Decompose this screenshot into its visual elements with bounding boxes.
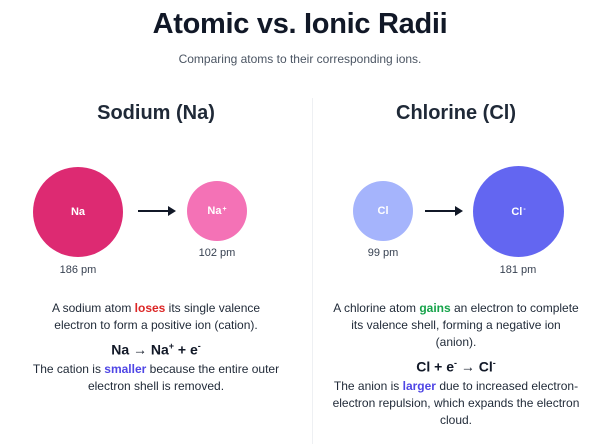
- chlorine-eq-sup-b: -: [492, 358, 496, 368]
- chlorine-desc-line1: A chlorine atom gains an electron to com…: [332, 300, 580, 351]
- sodium-eq-part-b: + e: [174, 341, 198, 358]
- sodium-description: A sodium atom loses its single valence e…: [0, 300, 312, 395]
- sodium-eq-sup-a: +: [168, 341, 175, 351]
- sodium-desc-line1: A sodium atom loses its single valence e…: [30, 300, 282, 334]
- chlorine-atom-circle: Cl: [353, 181, 413, 241]
- sodium-smaller-keyword: smaller: [104, 361, 147, 376]
- page-subtitle: Comparing atoms to their corresponding i…: [178, 52, 422, 66]
- sodium-ion-symbol: Na: [207, 205, 222, 217]
- sodium-ion-radius: 102 pm: [198, 247, 236, 259]
- sodium-loses-keyword: loses: [134, 301, 166, 315]
- sodium-equation: Na → Na+ + e-: [30, 336, 282, 360]
- sodium-atom-radius: 186 pm: [59, 264, 97, 276]
- sodium-desc1-post: its single valence electron to form a po…: [54, 301, 261, 332]
- chlorine-ion-symbol: Cl: [511, 205, 523, 218]
- chlorine-ion-circle: Cl -: [473, 166, 564, 257]
- sodium-desc2-post: because the entire outer electron shell …: [87, 361, 280, 393]
- page-title: Atomic vs. Ionic Radii: [152, 8, 448, 40]
- sodium-ion-charge: +: [222, 205, 227, 213]
- chlorine-desc2-post: due to increased electron-electron repul…: [332, 378, 580, 427]
- chlorine-atom-symbol: Cl: [377, 205, 389, 217]
- chlorine-desc-line2: The anion is larger due to increased ele…: [332, 378, 580, 429]
- sodium-eq-sup-b: -: [197, 341, 201, 351]
- sodium-atom-symbol: Na: [70, 206, 86, 218]
- chlorine-eq-part-b: → Cl: [456, 358, 493, 375]
- chlorine-ion-charge: -: [523, 206, 526, 213]
- sodium-heading: Sodium (Na): [97, 102, 215, 124]
- chlorine-ion-radius: 181 pm: [499, 264, 537, 276]
- sodium-arrow-icon: [138, 206, 176, 216]
- chlorine-eq-sup-a: -: [453, 358, 457, 368]
- chlorine-larger-keyword: larger: [402, 378, 436, 393]
- chlorine-arrow-icon: [425, 206, 463, 216]
- chlorine-heading: Chlorine (Cl): [396, 102, 516, 124]
- chlorine-description: A chlorine atom gains an electron to com…: [312, 300, 600, 429]
- chlorine-desc1-post: an electron to complete its valence shel…: [351, 301, 579, 349]
- sodium-atom-circle: Na: [33, 167, 123, 257]
- chlorine-desc2-pre: The anion is: [333, 378, 403, 393]
- chlorine-equation: Cl + e- → Cl-: [332, 353, 580, 377]
- chlorine-eq-part-a: Cl + e: [416, 358, 454, 375]
- sodium-desc1-pre: A sodium atom: [51, 301, 135, 315]
- sodium-ion-circle: Na +: [187, 181, 247, 241]
- chlorine-desc1-pre: A chlorine atom: [333, 301, 420, 315]
- sodium-eq-part-a: Na → Na: [111, 341, 169, 358]
- chlorine-atom-radius: 99 pm: [367, 247, 399, 259]
- sodium-desc2-pre: The cation is: [32, 361, 105, 376]
- chlorine-gains-keyword: gains: [419, 301, 451, 315]
- sodium-desc-line2: The cation is smaller because the entire…: [30, 361, 282, 395]
- column-divider: [312, 98, 313, 444]
